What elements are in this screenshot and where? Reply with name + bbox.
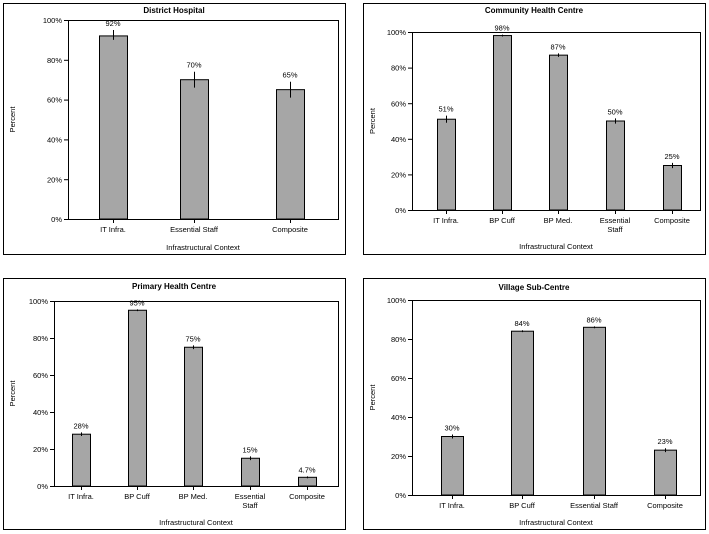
chart-title: Primary Health Centre xyxy=(132,282,217,291)
y-tick-label: 40% xyxy=(391,413,406,422)
y-tick-label: 0% xyxy=(37,482,48,491)
x-tick-label: Staff xyxy=(607,225,623,234)
bar xyxy=(493,35,512,211)
data-label: 98% xyxy=(494,24,509,33)
x-tick-label: BP Med. xyxy=(179,492,208,501)
y-tick-label: 80% xyxy=(391,64,406,73)
x-tick-label: IT Infra. xyxy=(68,492,94,501)
y-tick-label: 40% xyxy=(47,136,62,145)
plot-area xyxy=(412,300,701,496)
x-tick-label: Composite xyxy=(272,225,308,234)
x-tick-label: Essential Staff xyxy=(570,501,619,510)
x-axis-label: Infrastructural Context xyxy=(519,518,594,527)
y-tick-label: 0% xyxy=(395,206,406,215)
data-label: 28% xyxy=(73,421,88,430)
bar xyxy=(241,457,260,487)
bar xyxy=(276,89,305,220)
bar xyxy=(184,346,203,487)
x-tick-label: Composite xyxy=(289,492,325,501)
x-tick-label: Composite xyxy=(647,501,683,510)
chart-panel-4: Village Sub-Centre 0% 20% 40% 60% 80% 100% Perc… xyxy=(363,278,706,530)
x-tick-label: Essential xyxy=(600,216,631,225)
y-tick-label: 0% xyxy=(51,215,62,224)
x-tick-label: BP Cuff xyxy=(124,492,150,501)
data-label: 25% xyxy=(664,152,679,161)
panel-frame xyxy=(3,278,346,530)
data-label: 23% xyxy=(657,437,672,446)
data-label: 15% xyxy=(242,445,257,454)
x-tick-label: BP Cuff xyxy=(509,501,535,510)
x-tick-label: IT Infra. xyxy=(439,501,465,510)
y-tick-label: 60% xyxy=(391,374,406,383)
y-tick-label: 40% xyxy=(33,408,48,417)
x-tick-label: BP Med. xyxy=(544,216,573,225)
chart-panel-3: Primary Health Centre 0% 20% 40% 60% 80% 100% P… xyxy=(3,278,346,530)
x-tick-label: BP Cuff xyxy=(489,216,515,225)
x-tick-label: Composite xyxy=(654,216,690,225)
bar xyxy=(441,436,464,496)
bar xyxy=(583,326,606,496)
data-label: 84% xyxy=(514,319,529,328)
data-label: 95% xyxy=(129,298,144,307)
data-label: 70% xyxy=(186,61,201,70)
data-label: 30% xyxy=(444,424,459,433)
y-tick-label: 100% xyxy=(387,28,407,37)
y-tick-label: 60% xyxy=(391,99,406,108)
y-tick-label: 60% xyxy=(33,371,48,380)
data-label: 92% xyxy=(105,19,120,28)
y-tick-label: 40% xyxy=(391,135,406,144)
bar xyxy=(654,449,677,496)
data-label: 4.7% xyxy=(298,465,315,474)
x-axis-label: Infrastructural Context xyxy=(159,518,234,527)
y-tick-label: 20% xyxy=(391,171,406,180)
y-axis-label: Percent xyxy=(368,384,377,411)
data-label: 65% xyxy=(282,71,297,80)
y-tick-label: 100% xyxy=(43,16,63,25)
bar xyxy=(437,118,456,211)
chart-title: Village Sub-Centre xyxy=(499,283,571,292)
y-tick-label: 20% xyxy=(33,445,48,454)
bar xyxy=(72,433,91,487)
y-axis-label: Percent xyxy=(8,106,17,133)
y-tick-label: 20% xyxy=(391,452,406,461)
x-tick-label: Essential xyxy=(235,492,266,501)
chart-title: District Hospital xyxy=(143,6,204,15)
data-label: 86% xyxy=(586,315,601,324)
panel-frame xyxy=(363,3,706,255)
bar xyxy=(180,79,209,220)
bar xyxy=(549,54,568,211)
y-tick-label: 100% xyxy=(387,296,407,305)
data-label: 51% xyxy=(438,105,453,114)
y-tick-label: 20% xyxy=(47,175,62,184)
bar xyxy=(298,476,317,487)
y-tick-label: 100% xyxy=(29,297,49,306)
x-axis-label: Infrastructural Context xyxy=(166,243,241,252)
data-label: 75% xyxy=(185,334,200,343)
data-label: 87% xyxy=(550,42,565,51)
x-tick-label: IT Infra. xyxy=(433,216,459,225)
chart-title: Community Health Centre xyxy=(485,6,584,15)
panel-frame xyxy=(363,278,706,530)
y-tick-label: 80% xyxy=(47,56,62,65)
y-axis-label: Percent xyxy=(368,107,377,134)
data-label: 50% xyxy=(607,107,622,116)
x-axis-label: Infrastructural Context xyxy=(519,242,594,251)
y-tick-label: 80% xyxy=(391,335,406,344)
y-tick-label: 60% xyxy=(47,96,62,105)
bar xyxy=(99,35,128,220)
chart-panel-2: Community Health Centre 0% 20% 40% 60% 80% 100… xyxy=(363,3,706,255)
x-tick-label: Essential Staff xyxy=(170,225,219,234)
bar xyxy=(128,309,147,487)
y-tick-label: 80% xyxy=(33,334,48,343)
y-axis-label: Percent xyxy=(8,380,17,407)
chart-panel-1: District Hospital 0% 20% 40% 60% 80% 100% Perce… xyxy=(3,3,346,255)
x-tick-label: Staff xyxy=(242,501,258,510)
bar xyxy=(606,120,625,211)
x-tick-label: IT Infra. xyxy=(100,225,126,234)
bar xyxy=(663,165,682,211)
bar xyxy=(511,330,534,496)
y-tick-label: 0% xyxy=(395,491,406,500)
